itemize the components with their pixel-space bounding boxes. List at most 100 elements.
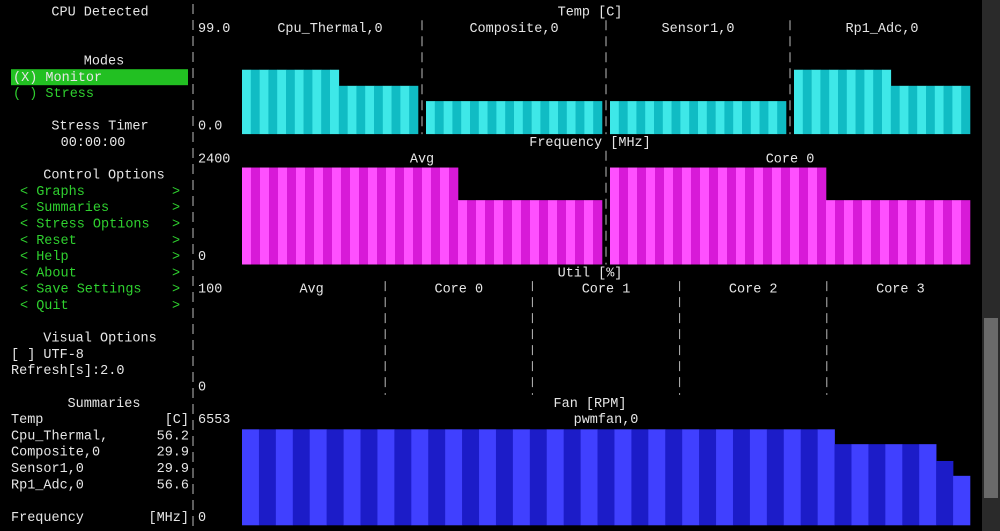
- control-button[interactable]: < About: [20, 266, 77, 281]
- bar: [575, 101, 585, 135]
- panel-label: Rp1_Adc,0: [846, 22, 919, 37]
- bar: [458, 200, 468, 265]
- bar: [781, 167, 791, 265]
- control-arrow[interactable]: >: [172, 250, 180, 265]
- bar: [546, 429, 564, 526]
- timer-title: Stress Timer: [51, 120, 148, 135]
- bar: [287, 167, 297, 265]
- bar: [838, 69, 848, 135]
- timer: 00:00:00: [61, 136, 126, 151]
- bar: [783, 429, 801, 526]
- bar: [664, 167, 674, 265]
- bar: [662, 101, 672, 135]
- bar: [259, 69, 269, 135]
- bar: [314, 167, 324, 265]
- bar: [925, 200, 935, 265]
- bar: [645, 101, 655, 135]
- bar: [360, 429, 378, 526]
- bar: [286, 69, 296, 135]
- bar: [907, 200, 917, 265]
- bar: [548, 200, 558, 265]
- bar: [278, 167, 288, 265]
- visual-option[interactable]: [ ] UTF-8: [11, 348, 84, 363]
- control-arrow[interactable]: >: [172, 266, 180, 281]
- summary-value: 29.9: [157, 446, 189, 461]
- control-button[interactable]: < Quit: [20, 299, 69, 314]
- control-arrow[interactable]: >: [172, 299, 180, 314]
- bar: [440, 167, 450, 265]
- bar: [961, 200, 971, 265]
- control-arrow[interactable]: >: [172, 283, 180, 298]
- bar: [952, 85, 962, 135]
- bar: [409, 85, 419, 135]
- bar: [943, 85, 953, 135]
- mode-option[interactable]: ( ) Stress: [13, 87, 94, 102]
- bar: [584, 200, 594, 265]
- control-arrow[interactable]: >: [172, 201, 180, 216]
- bar: [835, 200, 845, 265]
- bar: [540, 101, 550, 135]
- bar: [889, 200, 899, 265]
- bar: [575, 200, 585, 265]
- bar: [868, 444, 886, 526]
- control-button[interactable]: < Stress Options: [20, 217, 150, 232]
- control-button[interactable]: < Save Settings: [20, 283, 142, 298]
- modes-title: Modes: [84, 54, 125, 69]
- bar: [844, 200, 854, 265]
- control-arrow[interactable]: >: [172, 217, 180, 232]
- scrollbar-thumb[interactable]: [984, 318, 998, 498]
- bar: [394, 429, 412, 526]
- bar: [628, 167, 638, 265]
- graph-title: Temp [C]: [558, 6, 623, 21]
- control-arrow[interactable]: >: [172, 185, 180, 200]
- control-arrow[interactable]: >: [172, 234, 180, 249]
- bar: [917, 85, 927, 135]
- panel-label: pwmfan,0: [574, 413, 639, 428]
- bar: [790, 167, 800, 265]
- control-button[interactable]: < Reset: [20, 234, 77, 249]
- bar: [732, 429, 751, 526]
- bar: [422, 167, 432, 265]
- bar: [864, 69, 874, 135]
- bar: [321, 69, 331, 135]
- control-button[interactable]: < Graphs: [20, 185, 85, 200]
- bar: [462, 429, 480, 526]
- bar: [443, 101, 453, 135]
- bar: [817, 429, 835, 526]
- y-tick-label: 0: [198, 250, 206, 265]
- bar: [347, 85, 357, 135]
- bar: [936, 460, 954, 526]
- bar: [251, 167, 261, 265]
- bar: [522, 101, 532, 135]
- bar: [411, 429, 429, 526]
- bar: [862, 200, 872, 265]
- bar: [386, 167, 396, 265]
- mode-option[interactable]: (X) Monitor: [13, 71, 102, 86]
- graph-title: Util [%]: [558, 266, 623, 281]
- bar: [268, 69, 278, 135]
- bar: [404, 167, 414, 265]
- bar: [529, 429, 548, 526]
- bar: [312, 69, 322, 135]
- selected-mode-bg[interactable]: [11, 69, 188, 86]
- control-button[interactable]: < Help: [20, 250, 69, 265]
- bar: [512, 200, 522, 265]
- graph-title: Fan [RPM]: [554, 397, 627, 412]
- bar: [718, 167, 728, 265]
- bar: [496, 101, 506, 135]
- bar: [426, 101, 436, 135]
- bar: [531, 101, 541, 135]
- bar: [766, 429, 785, 526]
- control-button[interactable]: < Summaries: [20, 201, 109, 216]
- bar: [250, 69, 260, 135]
- summary-name: Frequency: [11, 511, 84, 526]
- bar: [820, 69, 830, 135]
- bar: [916, 200, 926, 265]
- bar: [890, 85, 900, 135]
- bar: [934, 200, 944, 265]
- summary-value: 56.6: [157, 478, 189, 493]
- bar: [610, 101, 620, 135]
- bar: [521, 200, 531, 265]
- y-tick-label: 6553: [198, 413, 230, 428]
